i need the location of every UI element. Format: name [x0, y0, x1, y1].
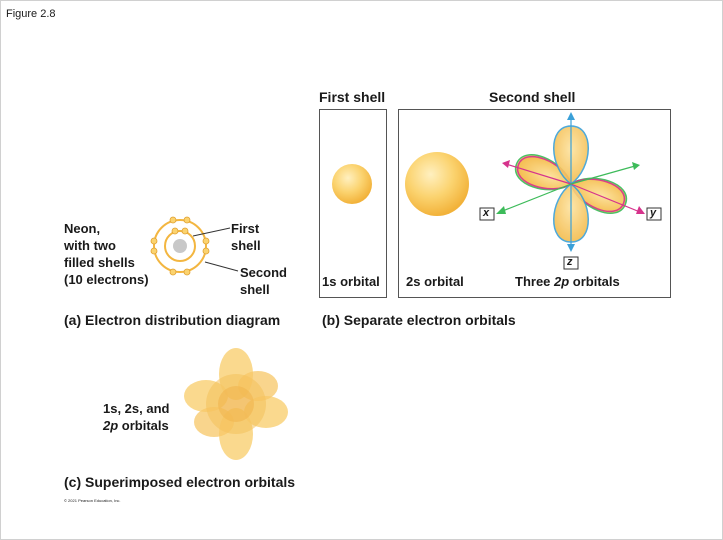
- first-shell-label: First shell: [231, 220, 261, 254]
- second-shell-ring: [153, 219, 207, 273]
- axis-x-box: [479, 207, 495, 221]
- atom-label-line: Neon,: [64, 221, 101, 236]
- axis-y-box: [646, 207, 662, 221]
- caption-b: (b) Separate electron orbitals: [322, 312, 516, 328]
- superimposed-label-em: 2p: [103, 418, 119, 433]
- second-shell-label-line: shell: [240, 282, 270, 297]
- second-shell-header: Second shell: [489, 89, 576, 105]
- axis-z-label: z: [567, 256, 573, 268]
- axis-x-label: x: [483, 207, 490, 219]
- first-shell-label-line: First: [231, 221, 260, 236]
- orbital-2p-suffix: orbitals: [569, 274, 620, 289]
- second-shell-panel: [398, 109, 671, 298]
- orbital-1s-label: 1s orbital: [322, 274, 380, 289]
- caption-c: (c) Superimposed electron orbitals: [64, 474, 296, 490]
- second-shell-pointer: [204, 261, 239, 272]
- atom-label-line: filled shells: [64, 255, 135, 270]
- axis-z-box: [563, 256, 579, 270]
- figure-label: Figure 2.8: [6, 8, 56, 20]
- superimposed-label: 1s, 2s, and 2p orbitals: [103, 400, 169, 434]
- atom-label-line: (10 electrons): [64, 272, 149, 287]
- superimposed-orbitals-shape: [184, 348, 288, 460]
- copyright: © 2021 Pearson Education, Inc.: [64, 498, 121, 503]
- neon-atom-label: Neon, with two filled shells (10 electro…: [64, 220, 149, 288]
- atom-label-line: with two: [64, 238, 116, 253]
- first-shell-label-line: shell: [231, 238, 261, 253]
- axis-y-label: y: [650, 207, 657, 219]
- second-shell-label-line: Second: [240, 265, 287, 280]
- superimposed-label-line1: 1s, 2s, and: [103, 401, 170, 416]
- superimposed-label-line2: 2p orbitals: [103, 417, 169, 434]
- orbital-1s-shape: [332, 164, 372, 204]
- orbital-2s-label: 2s orbital: [406, 274, 464, 289]
- neon-atom: [150, 216, 239, 276]
- first-shell-header: First shell: [319, 89, 386, 105]
- orbital-2p-em: 2p: [554, 274, 570, 289]
- second-shell-label: Second shell: [240, 264, 287, 298]
- superimposed-label-suffix: orbitals: [118, 418, 169, 433]
- orbitals-2p-shape: [496, 112, 645, 252]
- orbital-2p-prefix: Three: [515, 274, 555, 289]
- caption-a: (a) Electron distribution diagram: [64, 312, 281, 328]
- nucleus: [173, 239, 187, 253]
- electrons: [150, 216, 210, 276]
- first-shell-panel: [319, 109, 387, 298]
- orbital-2s-shape: [405, 152, 469, 216]
- first-shell-pointer: [192, 227, 231, 237]
- first-shell-ring: [164, 230, 196, 262]
- orbital-2p-label: Three 2p orbitals: [515, 273, 620, 290]
